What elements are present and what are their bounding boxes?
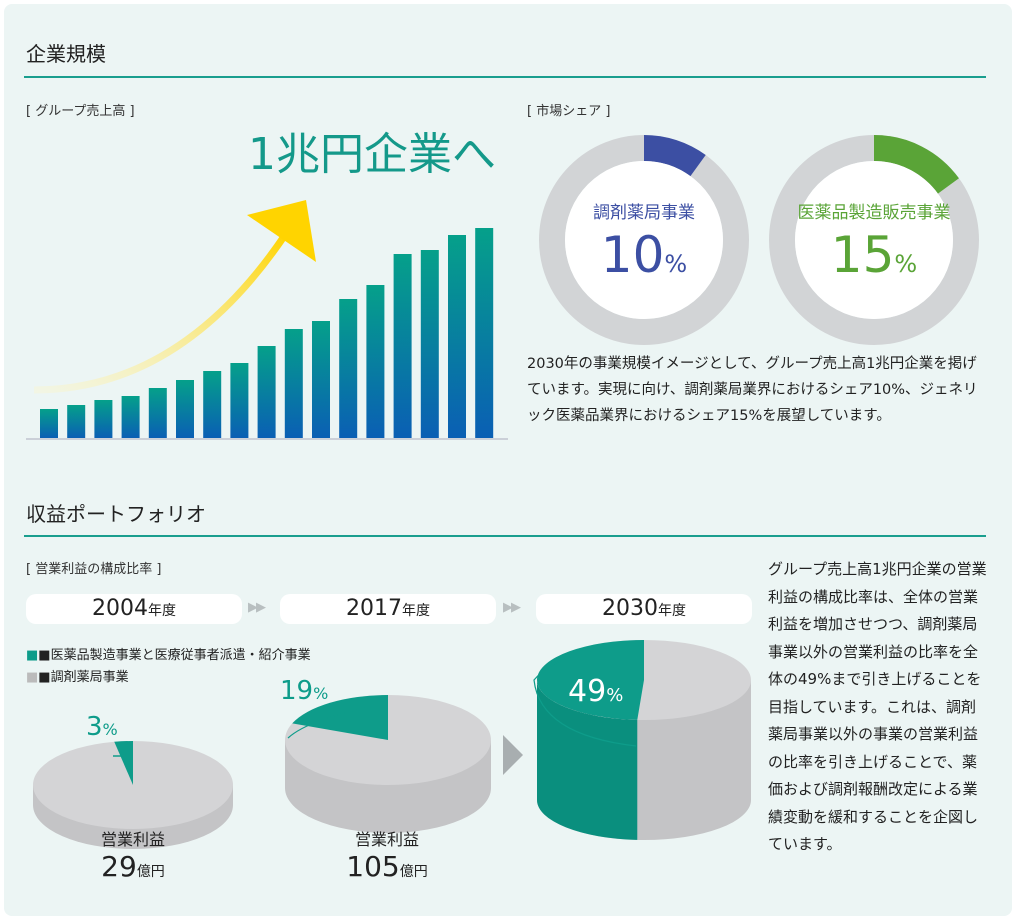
bar bbox=[148, 388, 167, 438]
value: 29 bbox=[101, 850, 137, 883]
portfolio-paragraph: グループ売上高1兆円企業の営業利益の構成比率は、全体の営業利益を増加させつつ、調… bbox=[768, 560, 987, 853]
value: 105 bbox=[346, 850, 400, 883]
scale-paragraph: 2030年の事業規模イメージとして、グループ売上高1兆円企業を掲げています。実現… bbox=[527, 356, 978, 424]
share-label: [ 市場シェア ] bbox=[527, 104, 611, 119]
unit: 億円 bbox=[399, 864, 428, 880]
pct-2004: 3% bbox=[86, 712, 118, 742]
bar bbox=[176, 380, 194, 438]
year-pill-2004: 2004年度 bbox=[26, 594, 242, 624]
divider bbox=[24, 76, 986, 78]
sales-label: [ グループ売上高 ] bbox=[26, 104, 135, 119]
donut-hole bbox=[795, 161, 953, 319]
unit: % bbox=[313, 684, 329, 703]
pie-slice bbox=[114, 741, 133, 785]
donut-value-pharmacy: 10% bbox=[544, 226, 744, 284]
profit-2017: 営業利益 105億円 bbox=[287, 826, 487, 883]
section-title-scale: 企業規模 bbox=[26, 42, 106, 66]
legend-other: ■■医薬品製造事業と医療従事者派遣・紹介事業 bbox=[26, 648, 311, 663]
unit: % bbox=[102, 720, 118, 739]
pct-2030: 49% bbox=[568, 674, 623, 709]
divider bbox=[24, 535, 986, 537]
year: 2004 bbox=[92, 596, 148, 621]
bar bbox=[393, 254, 412, 438]
bar bbox=[339, 299, 358, 438]
bar bbox=[203, 371, 222, 438]
bar bbox=[257, 346, 276, 438]
donut-label-generic: 医薬品製造販売事業 bbox=[797, 203, 951, 223]
donut-value-generic: 15% bbox=[774, 226, 974, 284]
value: 10 bbox=[600, 226, 665, 284]
arrow-icon bbox=[503, 735, 523, 775]
section-title-portfolio: 収益ポートフォリオ bbox=[26, 502, 206, 526]
profit-2004: 営業利益 29億円 bbox=[33, 826, 233, 883]
arrow-icon: ▶▶ bbox=[248, 600, 266, 615]
bar bbox=[312, 321, 330, 438]
bar bbox=[475, 228, 494, 438]
legend: ■■医薬品製造事業と医療従事者派遣・紹介事業 ■■調剤薬局事業 bbox=[26, 645, 311, 689]
pie-slice bbox=[292, 695, 388, 740]
donut-label-pharmacy: 調剤薬局事業 bbox=[593, 203, 695, 223]
arrow-icon: ▶▶ bbox=[503, 600, 521, 615]
unit: % bbox=[606, 685, 624, 706]
headline: 1兆円企業へ bbox=[248, 129, 496, 180]
value: 3 bbox=[86, 712, 103, 742]
bar bbox=[40, 409, 58, 438]
donut-slice bbox=[873, 135, 959, 194]
bar bbox=[94, 400, 113, 438]
ratio-label: [ 営業利益の構成比率 ] bbox=[26, 562, 162, 577]
unit: 年度 bbox=[148, 603, 176, 619]
year-pill-2030: 2030年度 bbox=[536, 594, 752, 624]
profit-label: 営業利益 bbox=[100, 830, 165, 849]
unit: 年度 bbox=[658, 603, 686, 619]
legend-text: ■医薬品製造事業と医療従事者派遣・紹介事業 bbox=[38, 648, 311, 663]
bar bbox=[420, 250, 439, 438]
year: 2017 bbox=[346, 596, 402, 621]
value: 15 bbox=[830, 226, 895, 284]
rotate-arrow bbox=[287, 703, 386, 739]
bar bbox=[121, 396, 140, 438]
profit-label: 営業利益 bbox=[354, 830, 419, 849]
unit: % bbox=[894, 250, 918, 278]
year: 2030 bbox=[602, 596, 658, 621]
bar bbox=[284, 329, 303, 438]
year-pill-2017: 2017年度 bbox=[280, 594, 496, 624]
value: 19 bbox=[280, 676, 314, 706]
legend-text: ■調剤薬局事業 bbox=[38, 670, 129, 685]
unit: 億円 bbox=[136, 864, 165, 880]
legend-pharmacy: ■■調剤薬局事業 bbox=[26, 670, 129, 685]
growth-arrow bbox=[33, 233, 288, 394]
donut-hole bbox=[565, 161, 723, 319]
unit: % bbox=[664, 250, 688, 278]
pie-side-slice bbox=[537, 680, 638, 840]
bar bbox=[67, 405, 86, 438]
bar bbox=[230, 363, 249, 438]
bar bbox=[366, 285, 385, 438]
bar bbox=[448, 235, 466, 438]
pct-2017: 19% bbox=[280, 676, 328, 706]
donut-slice bbox=[643, 135, 706, 177]
arrow-head-icon bbox=[247, 200, 316, 262]
rotate-arrow bbox=[533, 643, 637, 747]
value: 49 bbox=[568, 674, 607, 709]
unit: 年度 bbox=[402, 603, 430, 619]
